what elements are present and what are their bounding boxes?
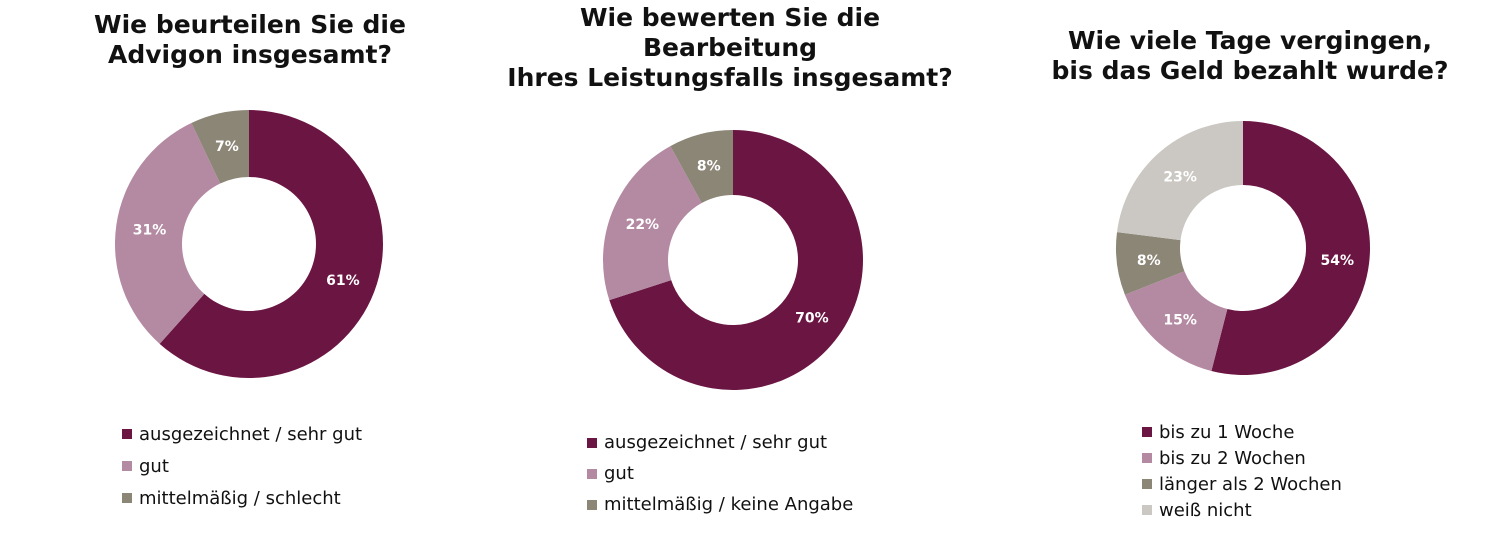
chart-legend: ausgezeichnet / sehr gut gut mittelmäßig /… [587,427,853,520]
donut-segment [159,110,383,378]
donut-segment [191,110,249,184]
donut-segment [1116,232,1185,295]
legend-label: mittelmäßig / keine Angabe [604,494,854,515]
donut-segment [609,130,863,390]
chart-title-line: Wie bewerten Sie die [579,3,881,32]
chart-title: Wie viele Tage vergingen, bis das Geld b… [1020,26,1480,86]
legend-label: bis zu 1 Woche [1159,421,1295,443]
legend-label: länger als 2 Wochen [1159,473,1342,495]
segment-value-label: 8% [697,159,721,175]
legend-swatch-icon [587,437,597,448]
legend-item: ausgezeichnet / sehr gut [587,427,853,458]
legend-swatch-icon [1142,453,1152,463]
legend-label: gut [139,455,169,477]
legend-item: bis zu 2 Wochen [1142,445,1342,471]
legend-item: bis zu 1 Woche [1142,419,1342,445]
donut-segment [115,123,221,344]
donut-segment [1211,121,1370,375]
chart-title-line: Ihres Leistungsfalls insgesamt? [507,63,953,92]
legend-swatch-icon [1142,479,1152,489]
chart-legend: bis zu 1 Woche bis zu 2 Wochen länger als … [1142,419,1342,523]
donut-segment [670,130,733,204]
legend-item: mittelmäßig / keine Angabe [587,489,853,520]
segment-value-label: 23% [1163,170,1197,186]
segment-value-label: 31% [133,223,167,239]
chart-title-line: Bearbeitung [642,33,818,62]
legend-label: ausgezeichnet / sehr gut [604,432,828,453]
donut-segment [1124,271,1228,372]
chart-title-line: Wie beurteilen Sie die [94,10,406,39]
legend-swatch-icon [1142,505,1152,515]
donut-segment [603,146,702,301]
segment-value-label: 15% [1163,312,1197,328]
legend-item: gut [122,450,362,482]
legend-item: mittelmäßig / schlecht [122,482,362,514]
legend-item: gut [587,458,853,489]
segment-value-label: 22% [626,217,660,233]
legend-swatch-icon [587,499,597,510]
legend-swatch-icon [122,429,132,439]
chart-legend: ausgezeichnet / sehr gut gut mittelmäßig /… [122,418,362,514]
segment-value-label: 61% [326,273,360,289]
legend-label: weiß nicht [1159,499,1252,521]
chart-title-line: Wie viele Tage vergingen, [1067,26,1433,55]
legend-swatch-icon [122,461,132,471]
chart-title: Wie beurteilen Sie die Advigon insgesamt… [60,10,440,70]
legend-label: gut [604,463,634,484]
chart-title: Wie bewerten Sie die Bearbeitung Ihres L… [480,3,980,93]
legend-item: ausgezeichnet / sehr gut [122,418,362,450]
legend-swatch-icon [122,493,132,503]
legend-label: bis zu 2 Wochen [1159,447,1306,469]
legend-item: länger als 2 Wochen [1142,471,1342,497]
donut-segment [1117,121,1243,241]
segment-value-label: 70% [795,310,829,326]
legend-swatch-icon [587,468,597,479]
legend-label: ausgezeichnet / sehr gut [139,423,363,445]
segment-value-label: 54% [1320,253,1354,269]
chart-title-line: Advigon insgesamt? [107,40,393,69]
segment-value-label: 7% [215,139,239,155]
segment-value-label: 8% [1137,253,1161,269]
chart-title-line: bis das Geld bezahlt wurde? [1051,56,1449,85]
legend-label: mittelmäßig / schlecht [139,487,341,509]
legend-item: weiß nicht [1142,497,1342,523]
legend-swatch-icon [1142,427,1152,437]
